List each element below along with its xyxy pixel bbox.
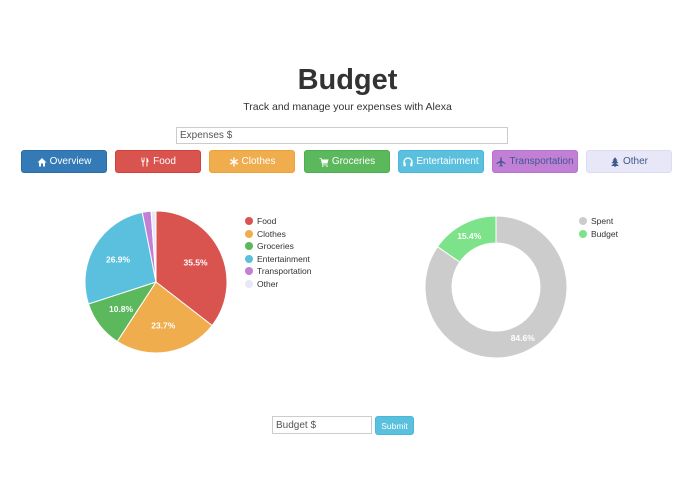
legend-item-entertainment[interactable]: Entertainment xyxy=(245,253,312,266)
legend-item-spent[interactable]: Spent xyxy=(579,215,618,228)
legend-item-food[interactable]: Food xyxy=(245,215,312,228)
cutlery-icon xyxy=(140,157,150,167)
headphones-icon xyxy=(403,156,414,167)
home-icon xyxy=(37,157,47,167)
legend-swatch xyxy=(579,217,587,226)
category-button-label: Transportation xyxy=(509,156,574,167)
page-subtitle: Track and manage your expenses with Alex… xyxy=(243,101,452,113)
legend-swatch xyxy=(245,242,253,251)
plane-icon xyxy=(496,156,506,167)
legend-label: Other xyxy=(257,278,279,289)
slice-budget[interactable] xyxy=(436,215,497,263)
legend-label: Groceries xyxy=(257,241,294,252)
submit-button[interactable]: Submit xyxy=(375,416,414,435)
asterisk-icon xyxy=(229,157,239,167)
legend-item-groceries[interactable]: Groceries xyxy=(245,240,312,253)
tree-icon xyxy=(610,156,620,167)
slice-label: 10.8% xyxy=(109,304,134,314)
category-button-transportation[interactable]: Transportation xyxy=(492,150,578,173)
shopping-cart-icon xyxy=(319,157,329,167)
legend-label: Food xyxy=(257,216,277,227)
slice-label: 15.4% xyxy=(457,231,482,241)
legend-swatch xyxy=(245,254,253,263)
category-button-clothes[interactable]: Clothes xyxy=(209,150,295,173)
slice-entertainment[interactable] xyxy=(84,211,157,305)
category-button-label: Groceries xyxy=(331,156,376,167)
legend-item-budget[interactable]: Budget xyxy=(579,228,618,241)
legend-swatch xyxy=(245,279,253,288)
category-button-overview[interactable]: Overview xyxy=(21,150,107,173)
category-button-groceries[interactable]: Groceries xyxy=(304,150,390,173)
legend-label: Spent xyxy=(591,216,614,227)
legend-swatch xyxy=(245,267,253,276)
category-button-entertainment[interactable]: Entertainment xyxy=(398,150,484,173)
legend-label: Budget xyxy=(591,228,618,239)
category-button-label: Other xyxy=(622,156,648,167)
budget-donut-chart: 84.6% 15.4% xyxy=(424,215,568,359)
expenses-pie-chart: 35.5% 23.7% 10.8% 26.9% xyxy=(84,210,228,354)
slice-spent[interactable] xyxy=(424,215,568,359)
page-title: Budget xyxy=(297,64,398,96)
legend-label: Entertainment xyxy=(257,253,310,264)
legend-item-other[interactable]: Other xyxy=(245,278,312,291)
legend-swatch xyxy=(245,229,253,238)
legend-item-clothes[interactable]: Clothes xyxy=(245,228,312,241)
category-button-food[interactable]: Food xyxy=(115,150,201,173)
donut-legend: Spent Budget xyxy=(579,215,618,240)
slice-label: 26.9% xyxy=(106,255,131,265)
slice-other[interactable] xyxy=(150,210,157,283)
legend-label: Clothes xyxy=(257,228,286,239)
slice-label: 35.5% xyxy=(183,258,208,268)
legend-label: Transportation xyxy=(257,266,312,277)
category-button-label: Overview xyxy=(49,156,92,167)
category-button-other[interactable]: Other xyxy=(586,150,672,173)
legend-item-transportation[interactable]: Transportation xyxy=(245,265,312,278)
category-button-label: Entertainment xyxy=(416,156,479,167)
expenses-input[interactable] xyxy=(176,127,508,144)
category-button-label: Clothes xyxy=(241,156,276,167)
slice-food[interactable] xyxy=(155,210,228,327)
slice-clothes[interactable] xyxy=(116,281,213,354)
legend-swatch xyxy=(245,217,253,226)
budget-input[interactable] xyxy=(272,416,372,434)
pie-legend: Food Clothes Groceries Entertainment Transpo… xyxy=(245,215,312,290)
legend-swatch xyxy=(579,229,587,238)
category-button-label: Food xyxy=(153,156,176,167)
slice-label: 84.6% xyxy=(511,333,536,343)
slice-label: 23.7% xyxy=(151,320,176,330)
